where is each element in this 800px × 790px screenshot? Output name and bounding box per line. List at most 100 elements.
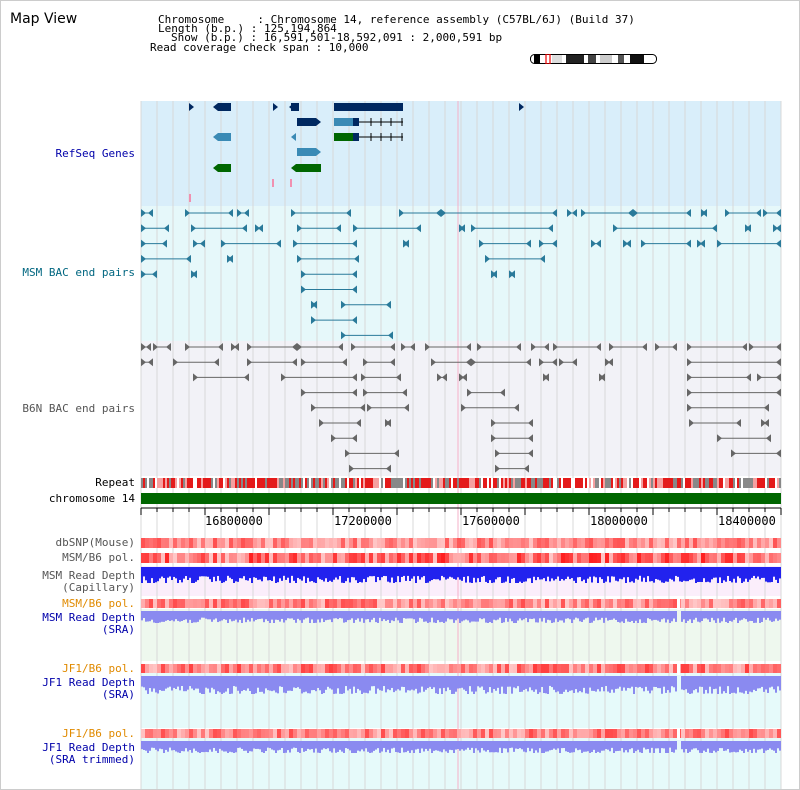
depth-bar [413,676,415,691]
depth-bar [285,676,287,694]
heat-cell [261,538,265,548]
repeat-segment [631,478,633,488]
depth-bar [711,676,713,694]
label-jf1-depth-sra[interactable]: JF1 Read Depth (SRA) [42,676,135,701]
heat-cell [285,729,289,738]
depth-bar [309,611,311,623]
depth-bar [533,567,535,577]
depth-bar [399,676,401,691]
depth-bar [431,611,433,618]
label-jf1-b6-pol-2[interactable]: JF1/B6 pol. [62,727,135,740]
depth-bar [779,741,781,751]
depth-bar [403,567,405,576]
depth-bar [381,567,383,578]
heat-cell [253,538,257,548]
heat-cell [701,538,705,548]
repeat-segment [607,478,609,488]
depth-bar [633,676,635,694]
depth-bar [505,676,507,694]
bac-end [544,373,549,382]
heat-cell [289,599,293,608]
depth-bar [471,741,473,748]
heat-cell [589,664,593,673]
heat-cell [297,553,301,563]
depth-bar [227,741,229,753]
heat-cell [173,729,177,738]
depth-bar [639,741,641,753]
heat-cell [517,599,521,608]
heat-cell [453,664,457,673]
heat-cell [725,664,729,673]
repeat-segment [339,478,341,488]
label-repeat[interactable]: Repeat [95,476,135,489]
depth-bar [289,676,291,691]
repeat-segment [313,478,315,488]
heat-cell [457,553,461,563]
heat-cell [345,729,349,738]
heat-cell [253,729,257,738]
label-refseq-genes[interactable]: RefSeq Genes [55,147,135,160]
heat-cell [757,664,761,673]
depth-bar [159,676,161,691]
depth-bar [627,676,629,688]
depth-bar [371,567,373,577]
heat-cell [345,553,349,563]
depth-bar [561,611,563,621]
depth-bar [591,611,593,623]
depth-bar [373,611,375,618]
axis-tick-label: 17600000 [462,514,520,528]
label-b6n-bac[interactable]: B6N BAC end pairs [22,402,135,415]
label-dbsnp[interactable]: dbSNP(Mouse) [55,536,135,549]
label-jf1-depth-trimmed[interactable]: JF1 Read Depth (SRA trimmed) [42,741,135,766]
heat-cell [553,664,557,673]
depth-bar [201,741,203,753]
depth-bar [199,676,201,693]
heat-cell [357,664,361,673]
depth-bar [467,567,469,577]
depth-bar [165,676,167,689]
depth-bar [151,567,153,579]
label-msm-bac[interactable]: MSM BAC end pairs [22,266,135,279]
depth-bar [393,676,395,693]
depth-bar [347,611,349,621]
bac-end [572,209,577,217]
heat-cell [713,729,717,738]
repeat-segment [473,478,475,488]
depth-bar [331,611,333,623]
label-msm-depth-capillary[interactable]: MSM Read Depth (Capillary) [42,569,135,594]
heat-cell [685,553,689,563]
label-msm-b6-pol-2[interactable]: MSM/B6 pol. [62,597,135,610]
depth-bar [775,567,777,580]
heat-cell [361,599,365,608]
depth-bar [535,567,537,581]
depth-bar [487,741,489,750]
heat-cell [153,553,157,563]
label-msm-depth-sra[interactable]: MSM Read Depth (SRA) [42,611,135,636]
heat-cell [161,729,165,738]
heat-cell [157,664,161,673]
repeat-segment [353,478,355,488]
depth-bar [259,567,261,580]
depth-bar [617,567,619,582]
heat-cell [493,729,497,738]
depth-bar [753,676,755,690]
heat-cell [737,664,741,673]
depth-bar [689,567,691,580]
depth-bar [441,611,443,622]
depth-bar [761,676,763,687]
depth-bar [715,676,717,689]
depth-bar [451,567,453,578]
bac-end [623,239,628,248]
label-msm-b6-pol[interactable]: MSM/B6 pol. [62,551,135,564]
depth-bar [285,567,287,580]
depth-bar [705,676,707,690]
heat-cell [757,538,761,548]
repeat-segment [617,478,619,488]
chromosome-ideogram[interactable] [530,54,657,64]
heat-cell [605,538,609,548]
heat-cell [537,553,541,563]
label-jf1-b6-pol[interactable]: JF1/B6 pol. [62,662,135,675]
depth-bar [531,741,533,749]
repeat-segment [257,478,259,488]
